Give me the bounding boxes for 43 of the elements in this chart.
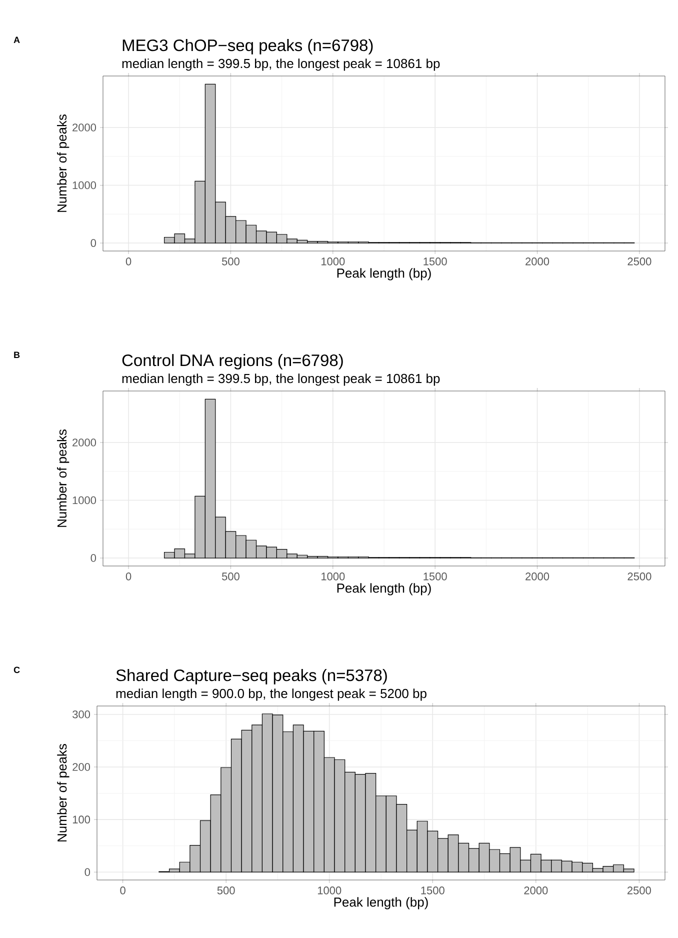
x-tick-label: 500	[217, 886, 235, 894]
x-tick-label: 2500	[627, 886, 651, 894]
x-tick-label: 1000	[318, 886, 342, 894]
chart-title: MEG3 ChOP−seq peaks (n=6798)	[122, 39, 373, 54]
x-tick-label: 500	[222, 572, 240, 580]
x-tick-label: 1000	[322, 572, 345, 580]
chart-subtitle: median length = 399.5 bp, the longest peak = 10861 bp	[122, 374, 440, 386]
x-tick-label: 1500	[421, 886, 444, 894]
x-tick-label: 500	[222, 258, 240, 266]
text: B	[14, 352, 20, 358]
text: C	[14, 666, 20, 674]
x-tick-label: 2500	[628, 572, 652, 580]
x-tick-label: 1500	[424, 258, 447, 266]
chart-subtitle: median length = 399.5 bp, the longest peak = 10861 bp	[122, 58, 440, 71]
x-tick-label: 2000	[524, 886, 548, 894]
y-tick-label: 300	[72, 710, 90, 718]
x-tick-label: 2000	[526, 258, 550, 266]
y-tick-label: 0	[90, 239, 96, 247]
y-tick-label: 1000	[72, 181, 96, 190]
chart-title: Control DNA regions (n=6798)	[122, 354, 343, 370]
chart-title: Shared Capture−seq peaks (n=5378)	[116, 669, 387, 684]
x-tick-label: 1000	[322, 258, 345, 266]
x-tick-label: 1500	[424, 572, 447, 580]
y-axis-title: Number of peaks	[57, 114, 70, 212]
x-axis-title: Peak length (bp)	[334, 897, 428, 910]
y-tick-label: 2000	[72, 438, 96, 446]
x-axis-title: Peak length (bp)	[337, 268, 431, 280]
x-axis-title: Peak length (bp)	[337, 583, 431, 596]
y-axis-title: Number of peaks	[57, 744, 70, 842]
chart-subtitle: median length = 900.0 bp, the longest peak = 5200 bp	[116, 688, 426, 701]
y-tick-label: 0	[84, 868, 90, 876]
y-tick-label: 0	[90, 554, 96, 562]
y-tick-label: 1000	[72, 496, 96, 504]
x-tick-label: 2500	[628, 258, 652, 266]
y-tick-label: 100	[72, 816, 90, 824]
y-axis-title: Number of peaks	[57, 429, 70, 527]
x-tick-label: 2000	[526, 572, 550, 580]
y-tick-label: 2000	[72, 124, 96, 132]
x-tick-label: 0	[126, 572, 132, 580]
x-tick-label: 0	[126, 258, 132, 266]
text: A	[14, 36, 20, 43]
y-tick-label: 200	[72, 763, 90, 771]
x-tick-label: 0	[120, 886, 126, 894]
